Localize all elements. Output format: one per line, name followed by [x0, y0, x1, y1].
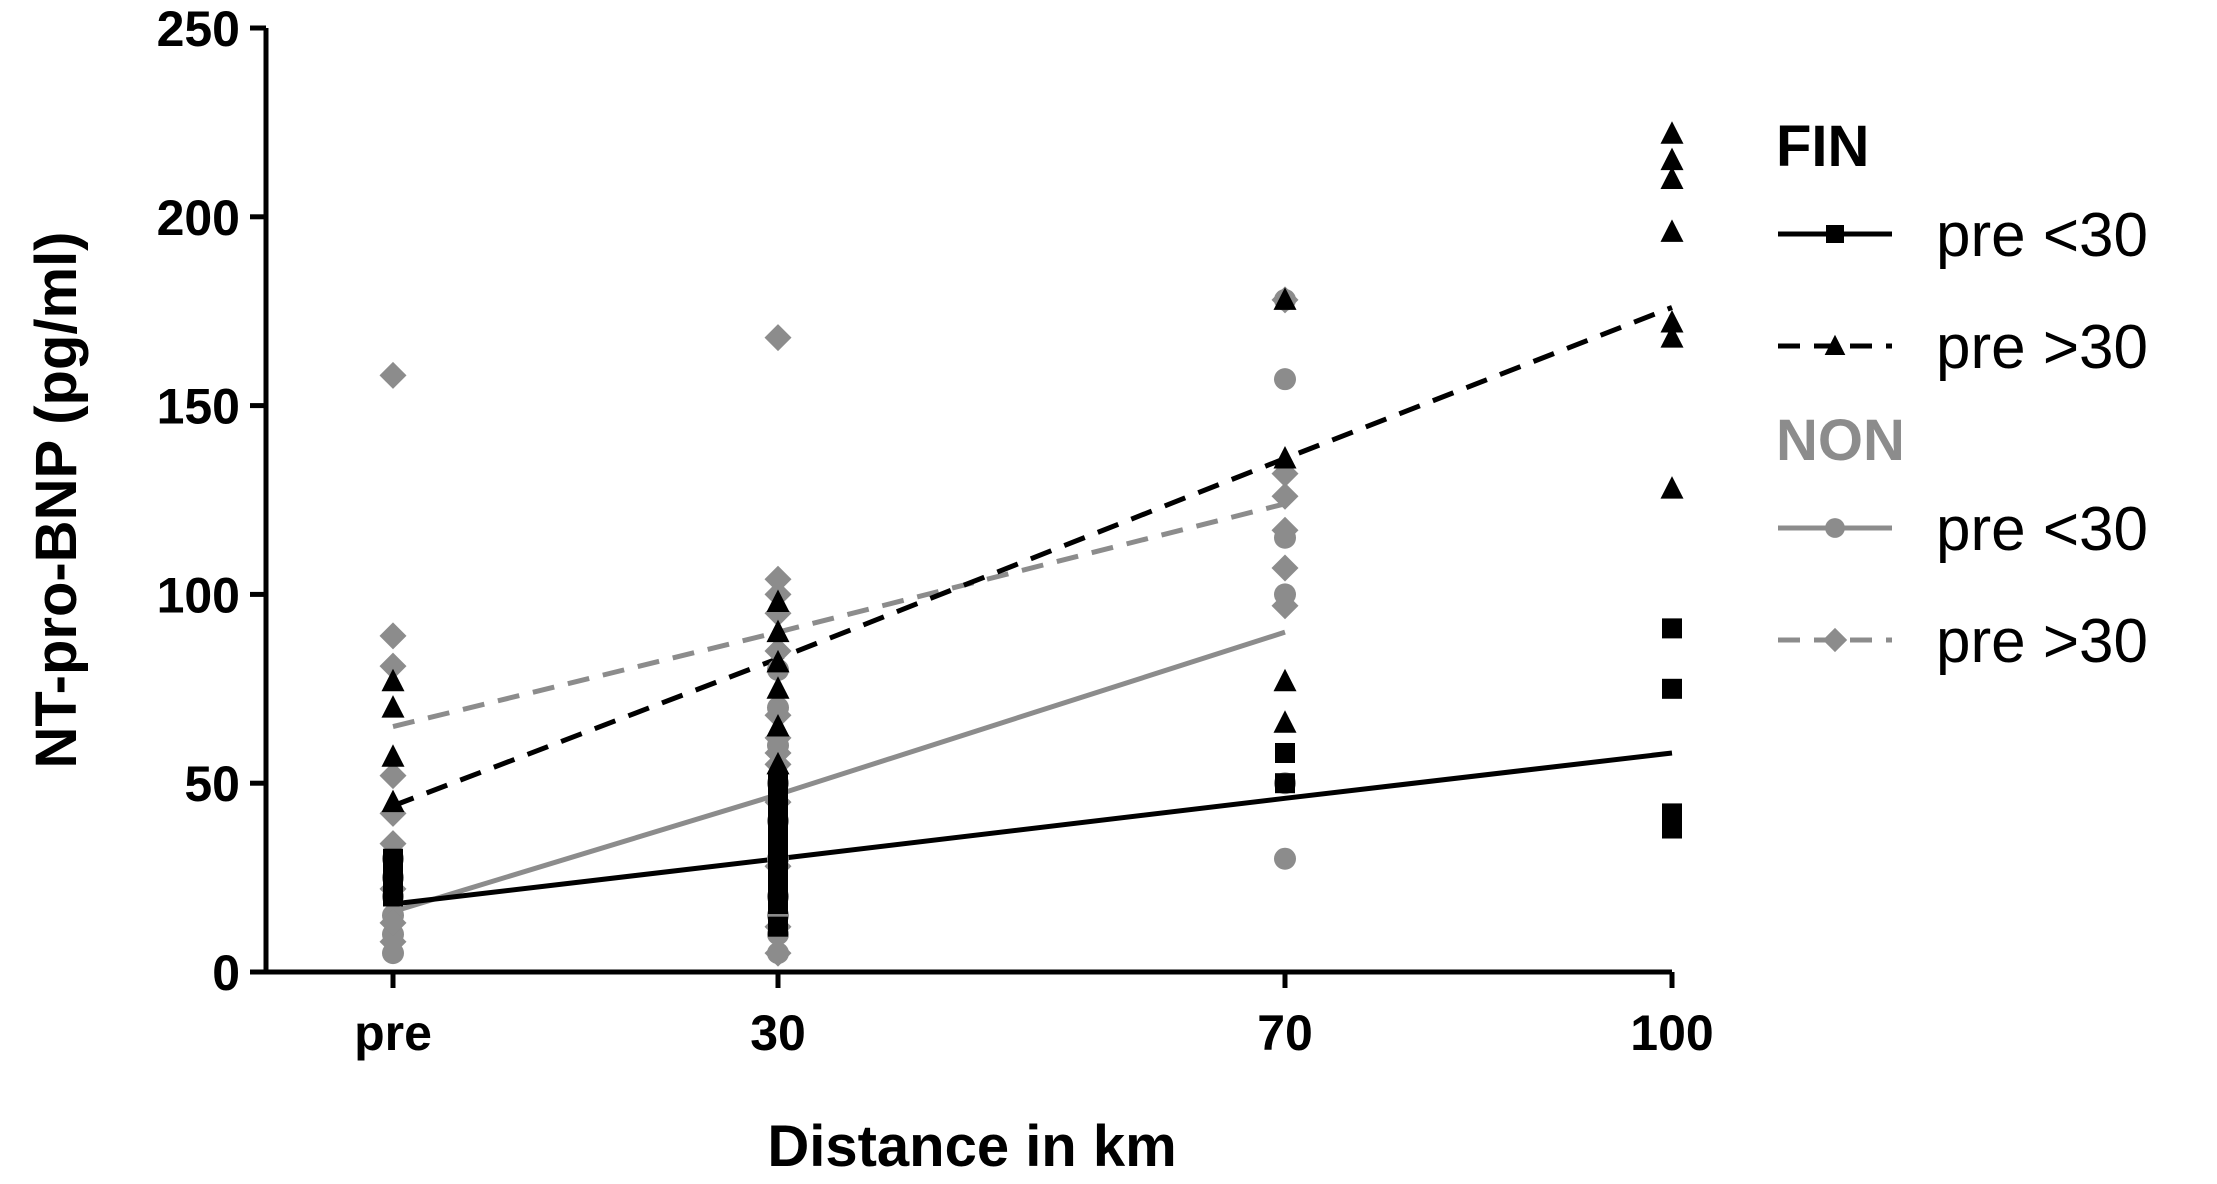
x-axis-ticks: pre 30 70 100 — [354, 972, 1714, 1061]
data-point-fin-square — [1662, 818, 1682, 839]
y-tick-label: 0 — [212, 945, 240, 1001]
data-point-fin-triangle — [1660, 121, 1684, 144]
data-point-fin-triangle — [381, 695, 405, 718]
y-axis-ticks: 0 50 100 150 200 250 — [157, 1, 266, 1001]
trend-line-non-diamond — [392, 501, 1286, 729]
data-point-fin-triangle — [381, 789, 405, 813]
data-point-fin-square — [1662, 618, 1682, 639]
data-point-fin-triangle — [381, 744, 405, 767]
trend-line-non-circle — [392, 629, 1286, 914]
data-point-non-diamond — [379, 361, 407, 389]
data-point-fin-square — [768, 916, 788, 937]
legend-marker-square — [1826, 225, 1844, 243]
data-point-fin-square — [768, 818, 788, 839]
data-point-fin-triangle — [1660, 219, 1684, 242]
legend-entry-label: pre >30 — [1936, 607, 2148, 676]
data-point-non-diamond — [379, 909, 407, 937]
data-point-fin-square — [1662, 678, 1682, 699]
data-point-fin-triangle — [1660, 325, 1684, 348]
legend-marker-diamond — [1822, 627, 1848, 653]
y-tick-label: 100 — [157, 567, 240, 623]
legend: FIN pre <30 pre >30 NON pre <30 pre >30 — [1776, 114, 2148, 676]
data-point-fin-triangle — [1660, 310, 1684, 333]
data-point-non-circle — [1274, 847, 1296, 870]
data-point-fin-square — [383, 848, 403, 869]
x-tick-label: 30 — [750, 1005, 806, 1061]
trend-lines — [392, 305, 1673, 914]
data-point-fin-triangle — [1273, 668, 1297, 692]
data-point-fin-square — [768, 856, 788, 877]
data-point-fin-triangle — [1273, 710, 1297, 733]
x-tick-label: pre — [354, 1005, 432, 1061]
data-point-fin-triangle — [1660, 476, 1684, 499]
trend-line-fin-triangle — [392, 305, 1673, 809]
x-tick-label: 100 — [1630, 1005, 1713, 1061]
legend-entry-label: pre <30 — [1936, 201, 2148, 270]
data-point-fin-square — [768, 803, 788, 824]
data-point-fin-triangle — [381, 668, 405, 692]
y-tick-label: 200 — [157, 190, 240, 246]
data-point-non-diamond — [764, 939, 792, 967]
x-tick-label: 70 — [1257, 1005, 1313, 1061]
data-point-non-diamond — [379, 622, 407, 650]
legend-marker-circle — [1825, 518, 1845, 538]
data-point-non-diamond — [379, 762, 407, 790]
y-tick-label: 150 — [157, 379, 240, 435]
data-point-fin-square — [768, 773, 788, 794]
y-tick-label: 50 — [184, 756, 240, 812]
plot-area: 0 50 100 150 200 250 pre 30 70 100 — [157, 1, 1714, 1061]
legend-group-label: FIN — [1776, 114, 1869, 179]
data-point-fin-triangle — [1273, 445, 1297, 469]
data-point-fin-triangle — [1660, 166, 1684, 190]
data-point-non-diamond — [1271, 592, 1299, 620]
data-point-fin-triangle — [766, 589, 790, 612]
legend-group-label: NON — [1776, 408, 1905, 473]
data-points — [379, 121, 1684, 967]
data-point-fin-square — [383, 886, 403, 907]
trend-line-fin-square — [392, 750, 1673, 907]
data-point-fin-triangle — [766, 751, 790, 775]
y-tick-label: 250 — [157, 1, 240, 57]
legend-entry-label: pre >30 — [1936, 313, 2148, 382]
data-point-non-diamond — [764, 324, 792, 352]
y-axis-title: NT-pro-BNP (pg/ml) — [24, 232, 89, 769]
data-point-fin-square — [1275, 773, 1295, 794]
data-point-fin-square — [1275, 742, 1295, 763]
data-point-fin-triangle — [766, 619, 790, 643]
legend-entry-label: pre <30 — [1936, 495, 2148, 564]
data-point-non-diamond — [1271, 482, 1299, 510]
data-point-fin-square — [768, 894, 788, 915]
data-point-non-diamond — [764, 565, 792, 593]
data-point-fin-square — [1662, 803, 1682, 824]
data-point-fin-triangle — [1273, 287, 1297, 310]
x-axis-title: Distance in km — [767, 1114, 1176, 1179]
data-point-fin-triangle — [1660, 147, 1684, 171]
data-point-non-diamond — [1271, 554, 1299, 582]
data-point-non-circle — [1274, 368, 1296, 391]
data-point-fin-triangle — [766, 714, 790, 737]
data-point-fin-square — [383, 867, 403, 888]
data-point-non-diamond — [379, 928, 407, 956]
data-point-fin-square — [768, 788, 788, 809]
data-point-fin-triangle — [766, 676, 790, 699]
data-point-non-diamond — [379, 652, 407, 680]
legend-marker-triangle — [1824, 334, 1846, 355]
data-point-non-diamond — [1271, 516, 1299, 544]
data-point-fin-triangle — [766, 649, 790, 673]
